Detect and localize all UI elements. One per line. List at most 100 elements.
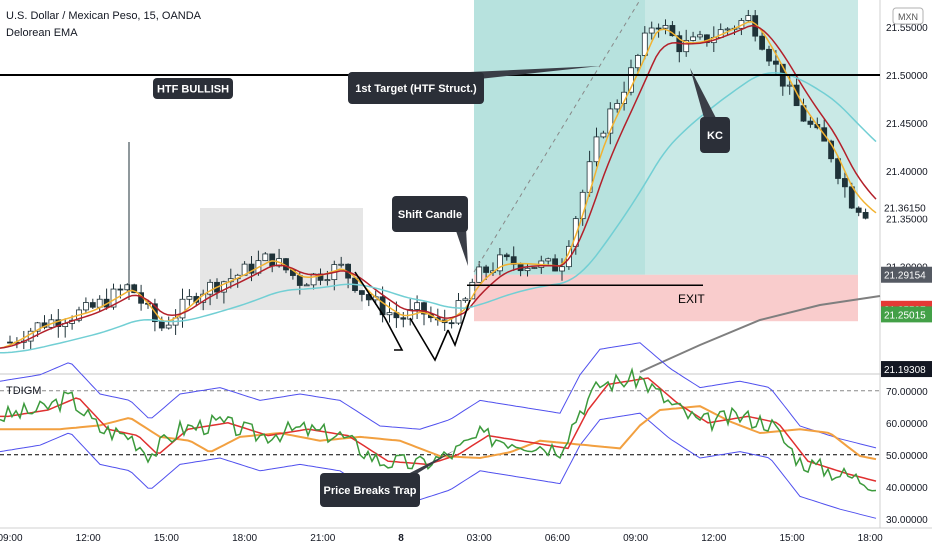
candle-down xyxy=(855,207,862,213)
candle-down xyxy=(421,302,427,315)
time-tick: 12:00 xyxy=(701,533,726,544)
candle-down xyxy=(131,284,138,294)
candle-up xyxy=(462,298,469,301)
trap-arrow-2 xyxy=(409,317,449,362)
oscillator-name: TDIGM xyxy=(6,385,42,397)
candle-up xyxy=(262,253,269,262)
time-tick: 18:00 xyxy=(858,533,883,544)
candle-up xyxy=(662,25,669,29)
candle-down xyxy=(807,120,814,125)
price-label: 21.36150 xyxy=(884,204,926,215)
osc-tick: 70.00000 xyxy=(886,387,928,398)
candle-down xyxy=(483,266,490,273)
candle-down xyxy=(835,158,841,179)
htf-bullish-label-bg xyxy=(153,78,233,99)
candle-down xyxy=(793,84,800,107)
candle-down xyxy=(862,211,869,219)
price-breaks-trap-label: Price Breaks Trap xyxy=(324,485,417,497)
candle-down xyxy=(248,263,255,274)
candle-up xyxy=(83,302,89,311)
time-axis: 09:00 12:00 15:00 18:00 21:00 8 03:00 06:00 09:0… xyxy=(0,533,883,544)
candle-down xyxy=(669,25,676,37)
candle-up xyxy=(648,27,655,34)
ema-lines xyxy=(0,21,881,373)
candle-up xyxy=(324,279,331,282)
kc-label-bg xyxy=(700,117,730,153)
candle-down xyxy=(655,27,662,30)
price-label: 21.19308 xyxy=(884,365,926,376)
time-tick: 12:00 xyxy=(76,533,101,544)
candle-down xyxy=(358,290,365,295)
shift-candle-pointer xyxy=(455,228,468,266)
time-tick: 15:00 xyxy=(154,533,179,544)
candle-up xyxy=(545,258,552,262)
candle-up xyxy=(34,322,41,332)
candle-up xyxy=(697,34,703,38)
price-tick: 21.40000 xyxy=(886,167,928,178)
candle-up xyxy=(628,67,634,93)
price-breaks-trap-label-bg xyxy=(320,473,420,507)
time-tick: 21:00 xyxy=(310,533,335,544)
candle-up xyxy=(186,296,193,300)
candle-up xyxy=(124,284,131,291)
trap-arrow-1 xyxy=(354,271,404,351)
exit-label: EXIT xyxy=(678,292,705,306)
candle-down xyxy=(117,288,124,291)
candle-up xyxy=(724,28,731,31)
price-axis: 21.55000 21.50000 21.45000 21.40000 21.35000… xyxy=(881,7,932,526)
candle-down xyxy=(89,302,96,308)
price-label-bg xyxy=(881,306,932,323)
ema-slow-line xyxy=(0,24,877,349)
time-tick: 15:00 xyxy=(779,533,804,544)
candle-up xyxy=(303,284,310,287)
price-tick: 21.45000 xyxy=(886,119,928,130)
time-tick: 06:00 xyxy=(545,533,570,544)
candle-up xyxy=(683,40,690,53)
candle-up xyxy=(220,281,227,293)
first-target-label-bg xyxy=(348,72,484,104)
annotations: HTF BULLISH 1st Target (HTF Struct.) KC Shi… xyxy=(0,0,880,507)
tdi-green-line xyxy=(0,366,877,492)
price-label: 21.25015 xyxy=(884,310,926,321)
tdi-red-line xyxy=(0,377,877,482)
htf-bullish-label: HTF BULLISH xyxy=(157,84,229,96)
first-target-label: 1st Target (HTF Struct.) xyxy=(355,83,477,95)
candle-up xyxy=(524,267,531,272)
price-label-bg xyxy=(881,199,932,216)
candle-up xyxy=(165,324,172,329)
candle-up xyxy=(607,108,614,134)
symbol-title: U.S. Dollar / Mexican Peso, 15, OANDA xyxy=(6,10,202,22)
tdi-signal-line xyxy=(0,405,877,461)
tdi-lower-band xyxy=(0,412,877,519)
osc-tick: 50.00000 xyxy=(886,451,928,462)
candle-down xyxy=(158,321,165,329)
candle-up xyxy=(690,36,696,41)
candle-down xyxy=(55,319,62,328)
candle-up xyxy=(179,298,186,319)
candle-up xyxy=(614,103,621,110)
candle-down xyxy=(503,254,510,258)
stop-zone xyxy=(474,274,858,322)
trap-pointer xyxy=(400,450,455,478)
chart-grid xyxy=(0,0,932,529)
candle-up xyxy=(414,302,421,310)
ema-long-line xyxy=(0,72,877,354)
candle-down xyxy=(448,322,455,325)
price-tick: 21.35000 xyxy=(886,215,928,226)
target-projection-line xyxy=(473,0,641,273)
price-label-bg xyxy=(881,266,932,283)
candle-up xyxy=(496,254,503,272)
candle-down xyxy=(269,253,276,267)
first-target-pointer xyxy=(470,66,600,80)
currency-badge-text: MXN xyxy=(898,12,918,22)
currency-badge xyxy=(892,7,924,25)
time-tick: 09:00 xyxy=(0,533,23,544)
ema-fast-line xyxy=(0,21,877,349)
candle-up xyxy=(469,281,476,300)
candle-down xyxy=(828,140,834,160)
osc-tick: 30.00000 xyxy=(886,515,928,526)
candle-up xyxy=(531,267,538,269)
candle-up xyxy=(455,300,462,324)
candle-up xyxy=(338,263,345,266)
